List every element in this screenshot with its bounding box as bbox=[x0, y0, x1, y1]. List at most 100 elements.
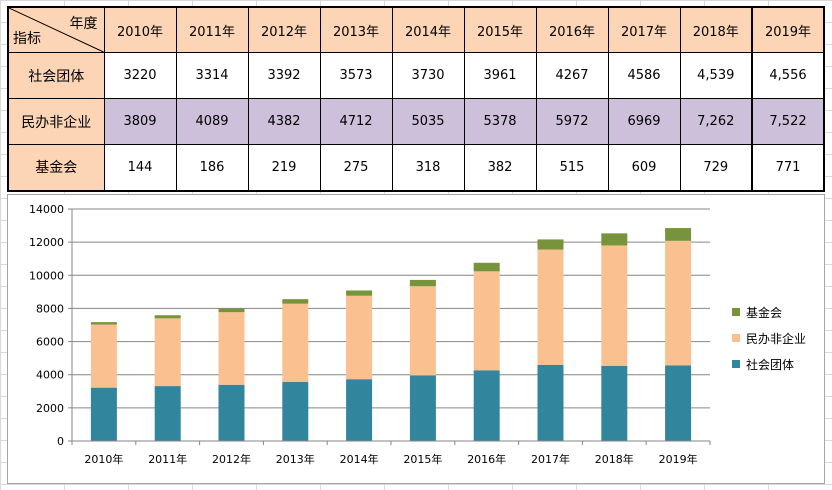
data-table: 年度 指标 2010年 2011年 2012年 2013年 2014年 2015… bbox=[7, 6, 825, 192]
row-label[interactable]: 社会团体 bbox=[7, 52, 105, 99]
bar-segment bbox=[537, 239, 564, 250]
chart-canvas: 0 2000 4000 6000 8000 10000 12000 14000 2010年 201… bbox=[29, 203, 806, 466]
x-tick-label: 2014年 bbox=[340, 452, 379, 466]
table-cell[interactable]: 382 bbox=[463, 144, 537, 192]
row-label[interactable]: 民办非企业 bbox=[7, 98, 105, 145]
table-cell[interactable]: 3961 bbox=[463, 52, 537, 99]
x-tick-label: 2011年 bbox=[148, 452, 187, 466]
table-cell[interactable]: 515 bbox=[535, 144, 609, 192]
table-cell[interactable]: 3314 bbox=[175, 52, 249, 99]
table-cell[interactable]: 7,522 bbox=[751, 98, 825, 145]
corner-row-label: 指标 bbox=[13, 31, 41, 47]
table-cell[interactable]: 4382 bbox=[247, 98, 321, 145]
legend-swatch bbox=[732, 360, 740, 368]
bar-segment bbox=[665, 240, 692, 366]
bar-segment bbox=[218, 384, 245, 441]
legend-label: 民办非企业 bbox=[746, 331, 806, 346]
table-cell[interactable]: 186 bbox=[175, 144, 249, 192]
legend-label: 基金会 bbox=[746, 305, 782, 320]
table-cell[interactable]: 219 bbox=[247, 144, 321, 192]
legend-swatch bbox=[732, 308, 740, 316]
table-cell[interactable]: 609 bbox=[607, 144, 681, 192]
y-tick-label: 8000 bbox=[36, 302, 64, 315]
year-header[interactable]: 2018年 bbox=[679, 6, 753, 53]
bar-segment bbox=[537, 365, 564, 441]
bar-segment bbox=[409, 286, 436, 376]
y-tick-label: 12000 bbox=[29, 236, 64, 249]
x-tick-label: 2018年 bbox=[595, 452, 634, 466]
y-tick-label: 4000 bbox=[36, 369, 64, 382]
corner-header-cell[interactable]: 年度 指标 bbox=[7, 6, 105, 53]
bar-segment bbox=[409, 375, 436, 441]
y-tick-label: 10000 bbox=[29, 269, 64, 282]
bar-segment bbox=[154, 315, 181, 319]
bar-segment bbox=[90, 322, 117, 325]
y-tick-label: 2000 bbox=[36, 402, 64, 415]
stacked-bar-chart[interactable]: 0 2000 4000 6000 8000 10000 12000 14000 2010年 201… bbox=[7, 194, 825, 484]
bar-segment bbox=[665, 365, 692, 441]
table-cell[interactable]: 3730 bbox=[391, 52, 465, 99]
table-row: 民办非企业 3809 4089 4382 4712 5035 5378 5972… bbox=[7, 98, 825, 145]
table-cell[interactable]: 4,539 bbox=[679, 52, 753, 99]
x-tick-label: 2012年 bbox=[212, 452, 251, 466]
bar-segment bbox=[346, 295, 373, 380]
table-header-row: 年度 指标 2010年 2011年 2012年 2013年 2014年 2015… bbox=[7, 6, 825, 53]
table-cell[interactable]: 275 bbox=[319, 144, 393, 192]
year-header[interactable]: 2014年 bbox=[391, 6, 465, 53]
table-cell[interactable]: 5972 bbox=[535, 98, 609, 145]
bar-segment bbox=[601, 245, 628, 366]
table-cell[interactable]: 729 bbox=[679, 144, 753, 192]
year-header[interactable]: 2013年 bbox=[319, 6, 393, 53]
table-cell[interactable]: 7,262 bbox=[679, 98, 753, 145]
table-cell[interactable]: 4089 bbox=[175, 98, 249, 145]
bar-segment bbox=[473, 370, 500, 441]
bar-segment bbox=[346, 379, 373, 441]
table-cell[interactable]: 6969 bbox=[607, 98, 681, 145]
year-header[interactable]: 2017年 bbox=[607, 6, 681, 53]
bar-segment bbox=[473, 271, 500, 371]
table-cell[interactable]: 5378 bbox=[463, 98, 537, 145]
table-cell[interactable]: 4586 bbox=[607, 52, 681, 99]
table-cell[interactable]: 4267 bbox=[535, 52, 609, 99]
bar-segment bbox=[90, 387, 117, 441]
bar-segment bbox=[282, 303, 309, 382]
year-header[interactable]: 2012年 bbox=[247, 6, 321, 53]
table-cell[interactable]: 5035 bbox=[391, 98, 465, 145]
year-header[interactable]: 2015年 bbox=[463, 6, 537, 53]
x-tick-label: 2016年 bbox=[467, 452, 506, 466]
table-cell[interactable]: 144 bbox=[103, 144, 177, 192]
year-header[interactable]: 2016年 bbox=[535, 6, 609, 53]
x-tick-label: 2017年 bbox=[531, 452, 570, 466]
y-tick-label: 6000 bbox=[36, 336, 64, 349]
table-cell[interactable]: 4,556 bbox=[751, 52, 825, 99]
table-cell[interactable]: 3220 bbox=[103, 52, 177, 99]
bar-segment bbox=[601, 365, 628, 441]
bar-segment bbox=[282, 299, 309, 304]
y-tick-label: 0 bbox=[57, 435, 64, 448]
table-cell[interactable]: 318 bbox=[391, 144, 465, 192]
table-cell[interactable]: 4712 bbox=[319, 98, 393, 145]
bar-segment bbox=[473, 262, 500, 272]
bar-segment bbox=[665, 228, 692, 241]
bar-segment bbox=[218, 308, 245, 313]
bar-segment bbox=[154, 318, 181, 387]
diagonal-divider bbox=[9, 8, 104, 52]
bar-segment bbox=[346, 290, 373, 296]
x-tick-label: 2019年 bbox=[659, 452, 698, 466]
bar-segment bbox=[154, 386, 181, 441]
table-cell[interactable]: 3573 bbox=[319, 52, 393, 99]
y-tick-label: 14000 bbox=[29, 203, 64, 216]
table-row: 基金会 144 186 219 275 318 382 515 609 729 … bbox=[7, 144, 825, 192]
bar-segment bbox=[282, 381, 309, 441]
table-cell[interactable]: 771 bbox=[751, 144, 825, 192]
bar-segment bbox=[218, 312, 245, 385]
row-label[interactable]: 基金会 bbox=[7, 144, 105, 192]
bar-segment bbox=[409, 279, 436, 287]
table-cell[interactable]: 3809 bbox=[103, 98, 177, 145]
year-header[interactable]: 2019年 bbox=[751, 6, 825, 53]
bar-segment bbox=[601, 233, 628, 246]
table-cell[interactable]: 3392 bbox=[247, 52, 321, 99]
legend-label: 社会团体 bbox=[746, 357, 794, 372]
year-header[interactable]: 2010年 bbox=[103, 6, 177, 53]
year-header[interactable]: 2011年 bbox=[175, 6, 249, 53]
